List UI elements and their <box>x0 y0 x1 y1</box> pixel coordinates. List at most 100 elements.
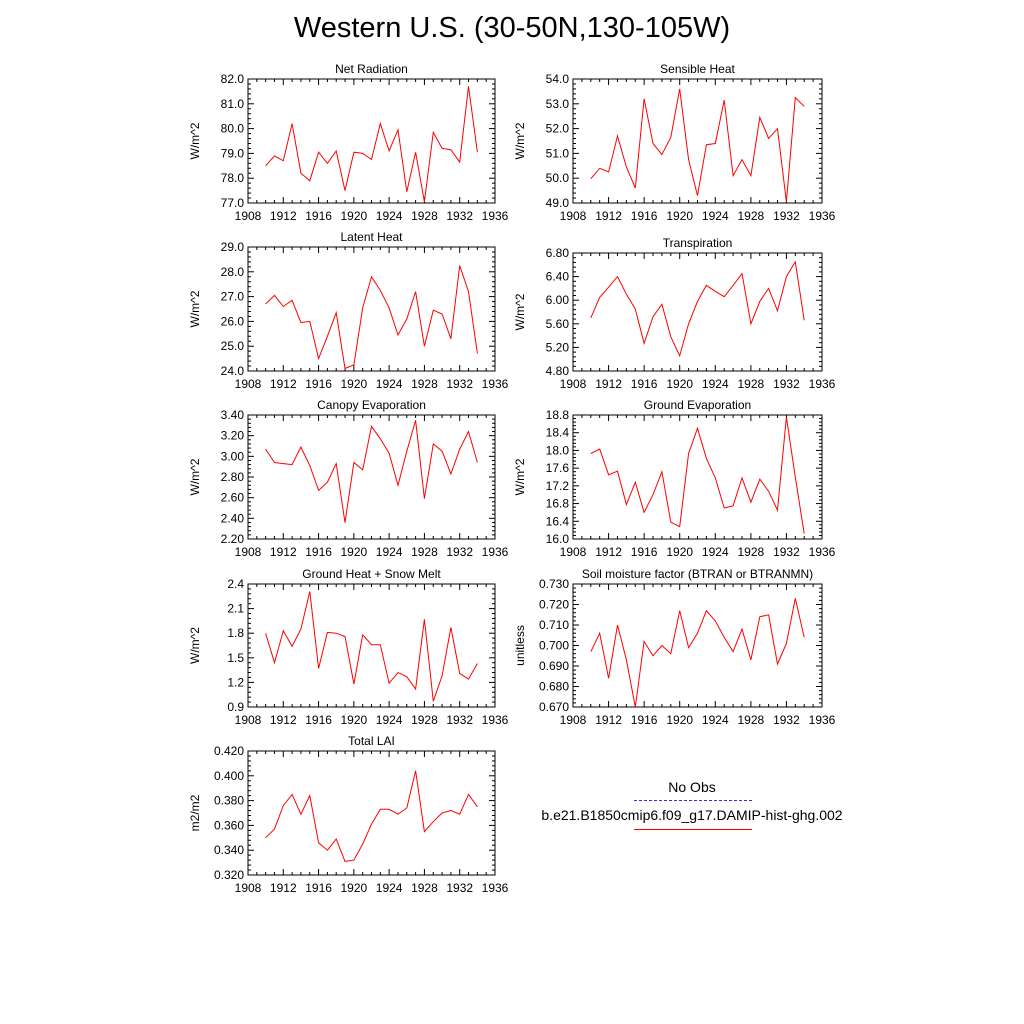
panel-1-xtick-label: 1912 <box>595 209 622 223</box>
panel-1-ytick-label: 51.0 <box>546 146 570 160</box>
panel-8-ytick-label: 0.380 <box>214 794 244 808</box>
panel-5-ylabel: W/m^2 <box>513 458 527 495</box>
panel-8-ylabel: m2/m2 <box>188 794 202 831</box>
panel-3-title: Transpiration <box>663 236 733 250</box>
panel-7-xtick-label: 1916 <box>631 713 658 727</box>
panel-5-xtick-label: 1932 <box>773 545 800 559</box>
panel-5-ytick-label: 16.4 <box>546 514 570 528</box>
panel-2-title: Latent Heat <box>340 230 403 244</box>
panel-2-xtick-label: 1912 <box>270 377 297 391</box>
panel-0-xtick-label: 1916 <box>305 209 332 223</box>
panel-0-ylabel: W/m^2 <box>188 122 202 159</box>
panel-8-xtick-label: 1908 <box>235 881 262 895</box>
panel-5-xtick-label: 1936 <box>809 545 836 559</box>
panel-7-ytick-label: 0.690 <box>539 659 569 673</box>
panel-6-ytick-label: 0.9 <box>227 700 244 714</box>
panel-8-xtick-label: 1924 <box>376 881 403 895</box>
panel-2-frame <box>247 246 496 372</box>
panel-1-ylabel: W/m^2 <box>513 122 527 159</box>
panel-7-xtick-label: 1924 <box>702 713 729 727</box>
panel-7-ytick-label: 0.670 <box>539 700 569 714</box>
panel-0-ytick-label: 78.0 <box>221 171 245 185</box>
panel-5-ytick-label: 18.0 <box>546 443 570 457</box>
panel-4-ytick-label: 3.40 <box>221 408 245 422</box>
panel-6-xtick-label: 1936 <box>482 713 509 727</box>
panel-2-xtick-label: 1932 <box>446 377 473 391</box>
panel-2-series-line-0 <box>265 265 478 370</box>
panel-0-xtick-label: 1908 <box>235 209 262 223</box>
panel-1-xtick-label: 1920 <box>666 209 693 223</box>
panel-0-ytick-label: 82.0 <box>221 72 245 86</box>
panel-1-ytick-label: 50.0 <box>546 171 570 185</box>
legend-obs-label: No Obs <box>668 779 716 795</box>
panel-8-xtick-label: 1928 <box>411 881 438 895</box>
panel-4-frame <box>247 414 496 540</box>
panel-8-xtick-label: 1932 <box>446 881 473 895</box>
panel-8-xtick-label: 1920 <box>341 881 368 895</box>
panel-3-xtick-label: 1912 <box>595 377 622 391</box>
panel-7-ytick-label: 0.700 <box>539 639 569 653</box>
panel-2-ytick-label: 29.0 <box>221 240 245 254</box>
panel-5-ytick-label: 16.8 <box>546 497 570 511</box>
panel-6-frame <box>247 583 496 708</box>
panel-6-ylabel: W/m^2 <box>188 627 202 664</box>
panel-2-ytick-label: 26.0 <box>221 314 245 328</box>
legend-obs-line <box>634 800 752 801</box>
panel-3-xtick-label: 1908 <box>560 377 587 391</box>
panel-3-xtick-label: 1920 <box>666 377 693 391</box>
panel-3-ytick-label: 6.80 <box>546 246 570 260</box>
panel-7-xtick-label: 1912 <box>595 713 622 727</box>
panel-4-ytick-label: 3.00 <box>221 449 245 463</box>
panel-3-xtick-label: 1916 <box>631 377 658 391</box>
panel-1-xtick-label: 1924 <box>702 209 729 223</box>
panel-0-xtick-label: 1932 <box>446 209 473 223</box>
panel-1-xtick-label: 1936 <box>809 209 836 223</box>
panel-3-series-line-0 <box>590 260 805 358</box>
panel-2-ytick-label: 28.0 <box>221 265 245 279</box>
panel-4-ytick-label: 2.80 <box>221 470 245 484</box>
panel-4-xtick-label: 1908 <box>235 545 262 559</box>
panel-5-ytick-label: 17.2 <box>546 479 570 493</box>
panel-1-xtick-label: 1932 <box>773 209 800 223</box>
panel-6-ytick-label: 2.1 <box>227 602 244 616</box>
panel-8-title: Total LAI <box>348 734 395 748</box>
panel-1-xtick-label: 1928 <box>738 209 765 223</box>
panel-6-xtick-label: 1924 <box>376 713 403 727</box>
panel-1-xtick-label: 1916 <box>631 209 658 223</box>
legend-model-label: b.e21.B1850cmip6.f09_g17.DAMIP-hist-ghg.… <box>541 807 843 823</box>
panel-0-title: Net Radiation <box>335 62 408 76</box>
panel-6-xtick-label: 1912 <box>270 713 297 727</box>
panel-7-ytick-label: 0.710 <box>539 618 569 632</box>
panel-4-ytick-label: 2.40 <box>221 511 245 525</box>
panel-0-xtick-label: 1912 <box>270 209 297 223</box>
page-title: Western U.S. (30-50N,130-105W) <box>293 12 731 44</box>
panel-7-xtick-label: 1928 <box>738 713 765 727</box>
panel-4-ytick-label: 3.20 <box>221 429 245 443</box>
panel-5-title: Ground Evaporation <box>644 398 751 412</box>
panel-0-ytick-label: 79.0 <box>221 146 245 160</box>
panel-5-xtick-label: 1912 <box>595 545 622 559</box>
panel-1-ytick-label: 49.0 <box>546 196 570 210</box>
panel-2-ylabel: W/m^2 <box>188 290 202 327</box>
panel-6-xtick-label: 1920 <box>341 713 368 727</box>
panel-2-xtick-label: 1936 <box>482 377 509 391</box>
panel-0-ytick-label: 80.0 <box>221 122 245 136</box>
panel-3-ytick-label: 6.40 <box>546 270 570 284</box>
panel-2-ytick-label: 24.0 <box>221 364 245 378</box>
panel-0-xtick-label: 1936 <box>482 209 509 223</box>
panel-3-ytick-label: 5.20 <box>546 340 570 354</box>
panel-8-ytick-label: 0.360 <box>214 818 244 832</box>
panel-4-xtick-label: 1928 <box>411 545 438 559</box>
panel-6-ytick-label: 1.5 <box>227 651 244 665</box>
panel-4-xtick-label: 1916 <box>305 545 332 559</box>
panel-2-xtick-label: 1924 <box>376 377 403 391</box>
panel-3-frame <box>572 252 823 372</box>
panel-4-xtick-label: 1920 <box>341 545 368 559</box>
panel-5-ytick-label: 18.8 <box>546 408 570 422</box>
panel-7-series-line-0 <box>590 598 805 708</box>
panel-3-xtick-label: 1936 <box>809 377 836 391</box>
panel-1-title: Sensible Heat <box>660 62 735 76</box>
panel-0-xtick-label: 1924 <box>376 209 403 223</box>
panel-5-xtick-label: 1916 <box>631 545 658 559</box>
